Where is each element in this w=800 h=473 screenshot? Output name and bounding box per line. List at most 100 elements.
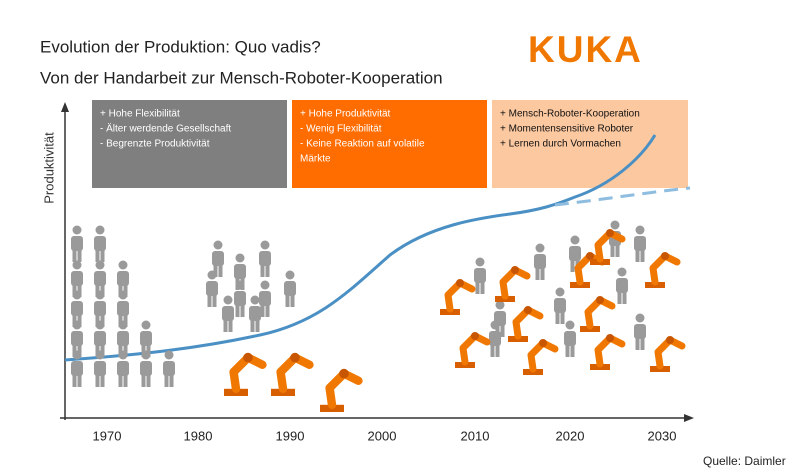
person-leg [260,264,265,277]
person-leg [570,259,575,272]
robot-joint [524,306,532,314]
person-head [72,320,82,330]
person-icon [259,240,271,277]
person-icon [616,267,628,304]
person-leg [164,374,169,387]
person-leg [555,311,560,324]
person-leg [77,374,82,387]
robot-joint [606,229,614,237]
person-body [94,236,106,251]
y-axis-label: Produktivität [41,132,56,204]
phase-box [492,100,688,188]
person-icon [94,260,106,297]
person-icon [71,260,83,297]
person-body [206,281,218,296]
person-leg [118,344,123,357]
x-tick-label: 1980 [184,428,213,443]
phase-text: + Hohe Produktivität [300,109,391,120]
person-icon [71,225,83,262]
person-leg [146,374,151,387]
robot-arm [584,296,616,330]
person-head [235,280,245,290]
person-body [259,291,271,306]
robot-icon [271,352,314,396]
person-leg [100,374,105,387]
person-body [616,278,628,293]
person-leg [540,267,545,280]
person-icon [94,350,106,387]
x-arrow [684,414,694,422]
person-body [94,301,106,316]
person-head [95,260,105,270]
robot-joint [539,339,547,347]
person-icon [634,313,646,350]
robot-arm [527,339,559,373]
person-leg [260,304,265,317]
person-head [95,290,105,300]
person-leg [95,314,100,327]
phase-box [92,100,287,188]
person-icon [206,270,218,307]
person-body [117,331,129,346]
person-head [617,267,627,277]
person-leg [265,304,270,317]
person-head [555,287,565,297]
robot-icon [440,279,476,315]
person-head [535,243,545,253]
person-head [635,225,645,235]
robot-arm [649,252,681,286]
person-icon [212,240,224,277]
x-tick-label: 1970 [93,428,122,443]
person-leg [635,337,640,350]
person-head [118,350,128,360]
phase-text: - Keine Reaktion auf volatile [300,139,425,150]
robot-icon [320,368,363,412]
person-body [554,298,566,313]
person-head [118,320,128,330]
person-leg [495,324,500,337]
person-leg [535,267,540,280]
person-leg [77,314,82,327]
source: Quelle: Daimler [703,454,786,468]
person-icon [71,350,83,387]
person-leg [218,264,223,277]
person-head [213,240,223,250]
person-head [260,280,270,290]
person-leg [95,374,100,387]
x-tick-label: 2010 [461,428,490,443]
phase-text: Märkte [300,154,331,165]
person-leg [290,294,295,307]
phase-text: + Lernen durch Vormachen [500,139,621,150]
person-body [489,331,501,346]
person-leg [100,314,105,327]
person-leg [223,319,228,332]
person-leg [100,249,105,262]
x-tick-label: 2020 [556,428,585,443]
robot-joint [511,266,519,274]
person-body [534,254,546,269]
person-head [207,270,217,280]
person-leg [615,244,620,257]
phase-text: + Hohe Flexibilität [100,109,180,120]
robot-arm [459,332,491,366]
person-leg [118,284,123,297]
y-arrow [61,102,69,112]
robot-icon [495,266,531,302]
person-body [249,306,261,321]
person-head [570,235,580,245]
person-leg [77,249,82,262]
person-leg [250,319,255,332]
person-head [495,300,505,310]
phase-text: - Begrenzte Produktivität [100,139,210,150]
person-body [71,271,83,286]
person-leg [141,344,146,357]
robot-joint [666,336,674,344]
person-body [140,331,152,346]
person-leg [480,281,485,294]
person-icon [234,280,246,317]
robot-icon [455,332,491,368]
person-leg [72,344,77,357]
title: Evolution der Produktion: Quo vadis? [40,37,321,56]
person-head [610,220,620,230]
